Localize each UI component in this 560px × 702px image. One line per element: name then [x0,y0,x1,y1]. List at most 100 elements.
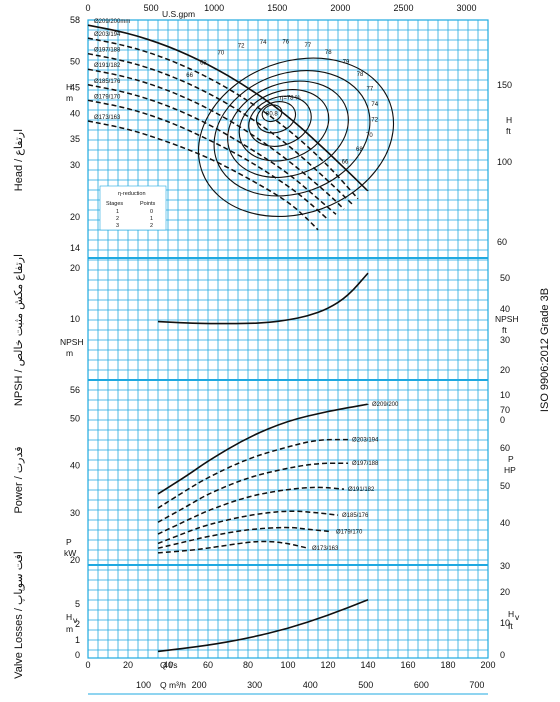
series-line-head-4 [87,84,337,215]
series-line-power-5 [157,526,333,549]
bottom-tick-label: 0 [85,660,90,670]
power-left-unit-kw: kW [64,548,76,558]
stage-table: η-reduction Stages Points 1 0 2 1 3 2 [99,185,167,231]
bottom-tick-label: 140 [360,660,375,670]
efficiency-label: 72 [371,118,378,124]
head-m-tick: 35 [70,134,80,144]
power-hp-tick: 40 [500,518,510,528]
series-line-power-1 [157,438,348,509]
power-title: Power / قدرت [13,446,25,513]
power-kw-tick: 56 [70,385,80,395]
npsh-ft-tick: 10 [500,390,510,400]
stage-table-header-stages: Stages [106,201,123,207]
head-m-tick: 50 [70,56,80,66]
series-line-power-3 [157,486,345,535]
series-line-npsh-0 [157,272,369,325]
power-hp-tick: 60 [500,443,510,453]
npsh-right-unit-ft: ft [502,325,507,335]
npsh-ft-tick: 30 [500,335,510,345]
series-line-valve-losses-0 [157,599,369,653]
losses-left-unit: H [66,612,72,622]
series-label: Ø209/200 [372,402,399,408]
chart-frame [87,19,489,659]
efficiency-main-label: η=78 % [280,95,301,101]
stage-table-title: η-reduction [118,191,146,197]
efficiency-contour [261,104,283,123]
efficiency-contour [213,70,371,197]
hv-m-tick: 1 [75,635,80,645]
m3h-tick-label: 200 [192,680,207,690]
power-left-unit: P [66,537,72,547]
head-m-tick: 45 [70,82,80,92]
curves-layer: Ø209/200mm Ø203/194 Ø197/188 Ø191/182 Ø185/1… [87,19,399,653]
npsh-left-unit: NPSH [60,337,84,347]
hv-ft-tick: 10 [500,618,510,628]
series-line-power-0 [157,403,369,495]
bottom-ls-axis: 0 20 40 60 80 100 120 140 160 180 200 [85,660,495,670]
bottom-m3h-axis: 100 200 300 400 500 600 700 [136,680,484,690]
m3h-tick-label: 300 [247,680,262,690]
efficiency-contour [197,57,395,218]
top-tick-label: 2500 [393,3,413,13]
power-right-unit-hp: HP [504,465,516,475]
head-m-tick: 14 [70,243,80,253]
series-label: Ø197/188 [94,48,121,54]
m3h-tick-label: 500 [358,680,373,690]
head-left-unit-m: m [66,93,73,103]
head-m-tick: 58 [70,15,80,25]
series-line-power-4 [157,510,339,545]
standard-label: ISO 9906:2012 Grade 3B [539,288,551,412]
series-line-head-2 [87,52,353,205]
hv-ft-tick: 20 [500,587,510,597]
efficiency-label: 76 [282,40,289,46]
efficiency-contour [248,95,312,147]
series-line-head-0 [87,24,369,192]
head-ft-tick: 100 [497,157,512,167]
efficiency-contour [238,89,330,162]
efficiency-label: 74 [371,102,378,108]
bottom-tick-label: 60 [203,660,213,670]
series-line-head-3 [87,68,345,210]
head-right-unit-ft: ft [506,126,511,136]
power-kw-tick: 40 [70,461,80,471]
series-line-head-5 [87,99,329,221]
series-label: Ø197/188 [352,461,379,467]
series-label: Ø203/194 [94,32,121,38]
bottom-tick-label: 20 [123,660,133,670]
npsh-right-unit: NPSH [495,314,519,324]
top-tick-label: 500 [144,3,159,13]
bottom-tick-label: 80 [243,660,253,670]
series-line-head-6 [87,120,319,231]
npsh-m-tick: 20 [70,263,80,273]
head-m-tick: 40 [70,108,80,118]
head-ft-tick: 150 [497,80,512,90]
npsh-ft-tick: 20 [500,365,510,375]
efficiency-label: 66 [342,159,349,165]
m3h-tick-label: 400 [303,680,318,690]
power-hp-tick: 30 [500,561,510,571]
top-tick-label: 3000 [457,3,477,13]
efficiency-label: 77 [304,43,311,49]
series-label: Ø185/176 [342,513,369,519]
hv-m-tick: 0 [75,650,80,660]
power-hp-tick: 50 [500,481,510,491]
top-tick-label: 2000 [330,3,350,13]
efficiency-label: 77 [366,86,373,92]
m3h-tick-label: 700 [469,680,484,690]
efficiency-label: 70 [218,51,225,57]
losses-right-unit-ft: ft [508,621,513,631]
npsh-ft-tick: 0 [500,415,505,425]
top-tick-label: 1500 [267,3,287,13]
losses-left-unit-m: m [66,624,73,634]
m3h-tick-label: 600 [414,680,429,690]
series-label: Ø185/176 [94,79,121,85]
efficiency-peak-label: 80.8 [266,111,278,117]
bottom-ls-unit: Q l/s [160,660,177,670]
series-label: Ø191/182 [94,63,121,69]
top-tick-label: 0 [85,3,90,13]
power-kw-tick: 20 [70,555,80,565]
chart-grid [87,19,489,658]
bottom-tick-label: 40 [163,660,173,670]
hv-m-tick: 5 [75,599,80,609]
